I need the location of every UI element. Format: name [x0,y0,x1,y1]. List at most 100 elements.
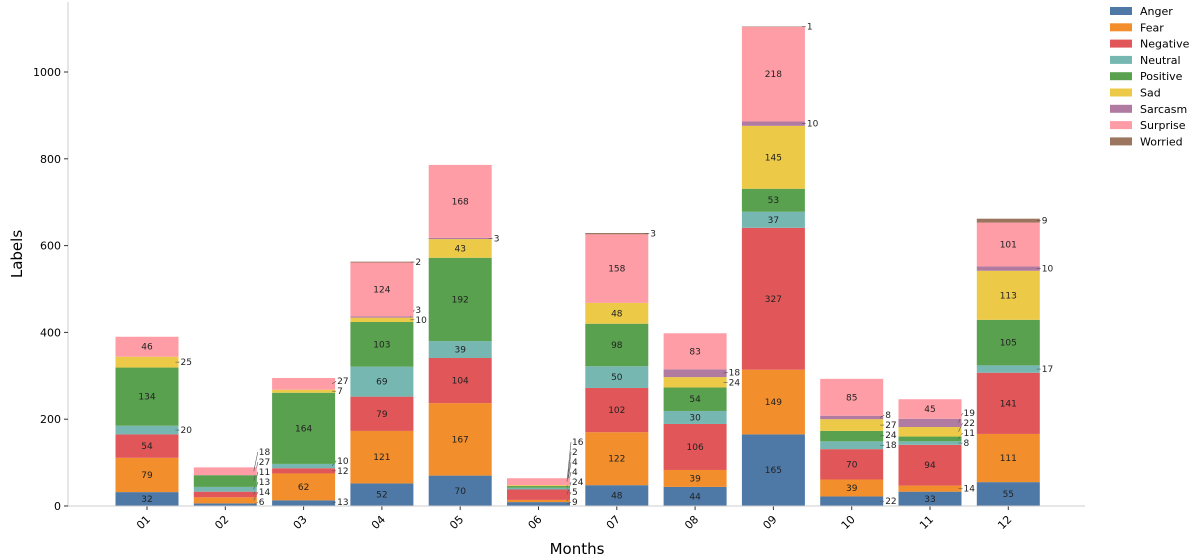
data-label: 24 [729,378,741,388]
y-tick-label: 800 [40,153,61,166]
bar-segment-neutral-08 [663,410,727,424]
x-axis-label: Months [550,540,605,558]
bar-segment-neutral-12 [976,365,1040,373]
data-label: 32 [141,495,152,505]
legend-swatch [1110,104,1132,113]
data-label: 55 [1003,490,1014,500]
legend-entry: Surprise [1140,119,1186,132]
bar-segment-fear-07 [585,432,649,486]
bar-segment-positive-01 [115,367,179,426]
bar-segment-anger-04 [350,483,414,506]
bar-segment-negative-08 [663,423,727,470]
data-label: 27 [259,458,270,468]
y-tick-label: 400 [40,326,61,339]
bar-segment-sarcasm-04 [350,316,414,318]
data-label: 124 [373,285,390,295]
bar-segment-fear-03 [272,473,336,501]
data-label: 218 [765,70,782,80]
legend-swatch [1110,55,1132,64]
legend-swatch [1110,88,1132,97]
label-leader [723,372,728,374]
data-label: 141 [1000,399,1017,409]
data-label: 14 [964,485,976,495]
bar-segment-fear-12 [976,433,1040,483]
bar-segment-anger-06 [507,502,570,506]
bar-segment-sarcasm-10 [820,415,884,420]
data-label: 104 [452,377,469,387]
label-leader [332,501,337,504]
bar-segment-fear-08 [663,469,727,487]
data-label: 54 [689,395,701,405]
bar-segment-surprise-05 [428,164,492,238]
legend-swatch [1110,137,1132,146]
data-label: 13 [337,498,348,508]
bar-segment-negative-03 [272,468,336,474]
bar-segment-fear-05 [428,403,492,476]
x-tick-label: 09 [760,513,779,532]
legend-entry: Anger [1140,5,1173,18]
data-label: 53 [768,196,779,206]
data-label: 165 [765,466,782,476]
data-label: 3 [494,234,500,244]
label-leader [566,441,572,482]
data-label: 103 [373,340,390,350]
data-label: 111 [1000,454,1017,464]
data-label: 11 [964,429,975,439]
data-label: 168 [452,197,469,207]
data-label: 22 [964,419,975,429]
bar-segment-sad-01 [115,356,179,368]
bar-segment-negative-02 [193,491,257,498]
legend-swatch [1110,7,1132,15]
bar-segment-surprise-04 [350,262,414,317]
bar-segment-negative-12 [976,372,1040,434]
bar-segment-anger-08 [663,486,727,506]
bar-segment-neutral-01 [115,425,179,435]
data-label: 18 [885,441,897,451]
bar-segment-surprise-12 [976,222,1040,267]
bar-segment-neutral-11 [898,441,962,445]
bar-segment-neutral-04 [350,366,414,397]
y-tick-label: 600 [40,240,61,253]
data-label: 102 [608,406,625,416]
x-tick-label: 03 [291,513,310,532]
bar-segment-fear-09 [741,369,805,435]
bar-segment-positive-09 [741,188,805,212]
bar-segment-surprise-09 [741,26,805,122]
data-label: 48 [611,309,623,319]
data-label: 3 [650,230,656,240]
bar-segment-neutral-07 [585,366,649,388]
x-tick-label: 02 [212,513,231,532]
bar-segment-negative-04 [350,396,414,431]
bar-segment-positive-10 [820,430,884,442]
bar-segment-neutral-09 [741,211,805,228]
data-label: 13 [259,478,270,488]
bar-segment-negative-07 [585,387,649,433]
bar-segment-anger-07 [585,485,649,506]
data-label: 94 [924,461,936,471]
data-label: 19 [964,409,976,419]
bar-segment-sad-10 [820,419,884,431]
bar-segment-neutral-10 [820,441,884,450]
label-leader [958,422,963,432]
data-label: 11 [259,468,270,478]
bar-segment-sad-06 [507,485,570,487]
data-label: 2 [572,448,578,458]
label-leader [880,434,885,437]
data-label: 121 [373,453,390,463]
bar-segment-neutral-06 [507,487,570,490]
legend-entry: Fear [1140,21,1164,34]
x-tick-label: 05 [447,513,466,532]
bar-segment-positive-11 [898,436,962,442]
x-tick-label: 06 [526,513,545,532]
data-label: 27 [885,421,896,431]
data-label: 5 [572,488,578,498]
data-label: 164 [295,424,312,434]
data-label: 20 [181,426,193,436]
bar-segment-sad-12 [976,270,1040,320]
x-tick-label: 11 [917,513,936,532]
data-label: 4 [572,458,578,468]
data-label: 18 [729,368,741,378]
data-label: 12 [337,467,348,477]
data-label: 7 [337,387,343,397]
